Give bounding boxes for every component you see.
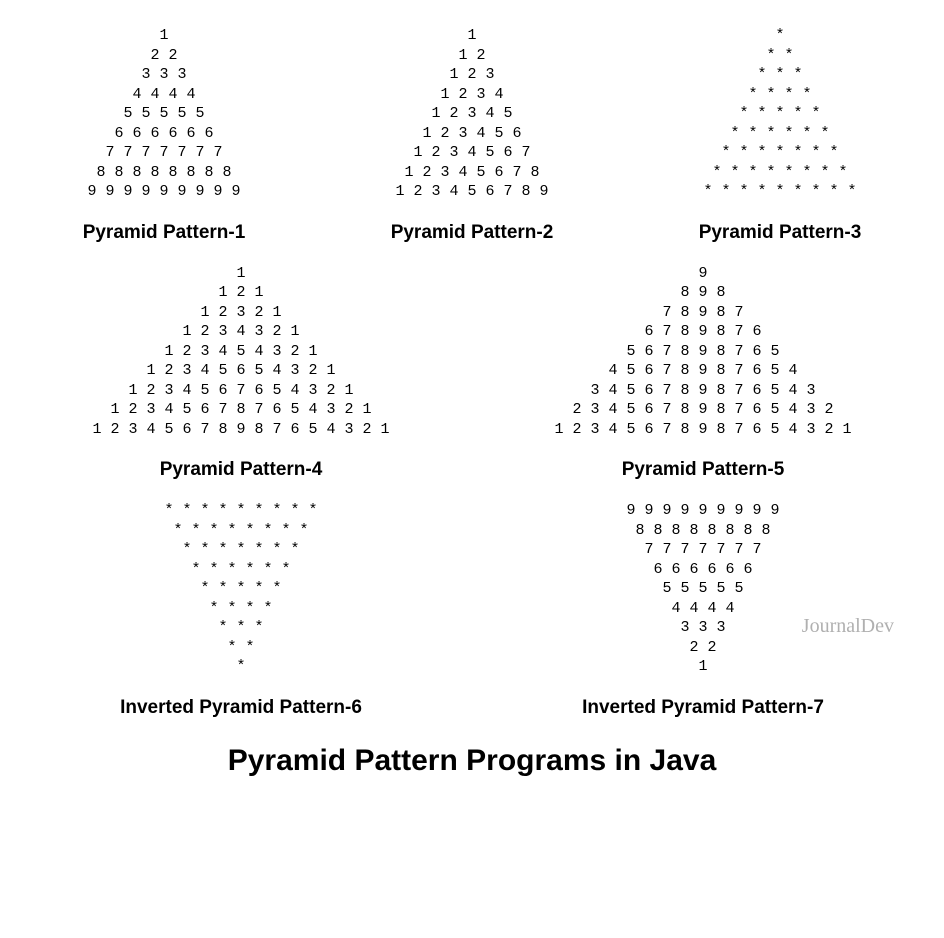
pattern-7-caption: Inverted Pyramid Pattern-7 (582, 697, 824, 719)
row-3: * * * * * * * * * * * * * * * * * * * * … (10, 501, 934, 729)
cell-pattern-3: * * * * * * * * * * * * * * * * * * * * … (699, 26, 862, 254)
pattern-6-caption: Inverted Pyramid Pattern-6 (120, 697, 362, 719)
pattern-4-block: 1 1 2 1 1 2 3 2 1 1 2 3 4 3 2 1 1 2 3 4 … (92, 264, 389, 440)
cell-pattern-1: 1 2 2 3 3 3 4 4 4 4 5 5 5 5 5 6 6 6 6 6 … (83, 26, 246, 254)
pattern-4-caption: Pyramid Pattern-4 (160, 459, 323, 481)
page-title: Pyramid Pattern Programs in Java (10, 744, 934, 778)
pattern-1-caption: Pyramid Pattern-1 (83, 222, 246, 244)
cell-pattern-2: 1 1 2 1 2 3 1 2 3 4 1 2 3 4 5 1 2 3 4 5 … (391, 26, 554, 254)
row-2: 1 1 2 1 1 2 3 2 1 1 2 3 4 3 2 1 1 2 3 4 … (10, 264, 934, 492)
pattern-1-block: 1 2 2 3 3 3 4 4 4 4 5 5 5 5 5 6 6 6 6 6 … (87, 26, 240, 202)
pattern-7-block: 9 9 9 9 9 9 9 9 9 8 8 8 8 8 8 8 8 7 7 7 … (626, 501, 779, 677)
row-1: 1 2 2 3 3 3 4 4 4 4 5 5 5 5 5 6 6 6 6 6 … (10, 26, 934, 254)
pattern-2-block: 1 1 2 1 2 3 1 2 3 4 1 2 3 4 5 1 2 3 4 5 … (395, 26, 548, 202)
page-root: 1 2 2 3 3 3 4 4 4 4 5 5 5 5 5 6 6 6 6 6 … (0, 0, 944, 798)
pattern-3-caption: Pyramid Pattern-3 (699, 222, 862, 244)
cell-pattern-7: 9 9 9 9 9 9 9 9 9 8 8 8 8 8 8 8 8 7 7 7 … (582, 501, 824, 729)
watermark-text: JournalDev (802, 615, 894, 638)
pattern-3-block: * * * * * * * * * * * * * * * * * * * * … (703, 26, 856, 202)
pattern-2-caption: Pyramid Pattern-2 (391, 222, 554, 244)
pattern-6-block: * * * * * * * * * * * * * * * * * * * * … (164, 501, 317, 677)
pattern-5-caption: Pyramid Pattern-5 (622, 459, 785, 481)
cell-pattern-5: 9 8 9 8 7 8 9 8 7 6 7 8 9 8 7 6 5 6 7 8 … (554, 264, 851, 492)
cell-pattern-6: * * * * * * * * * * * * * * * * * * * * … (120, 501, 362, 729)
pattern-5-block: 9 8 9 8 7 8 9 8 7 6 7 8 9 8 7 6 5 6 7 8 … (554, 264, 851, 440)
cell-pattern-4: 1 1 2 1 1 2 3 2 1 1 2 3 4 3 2 1 1 2 3 4 … (92, 264, 389, 492)
